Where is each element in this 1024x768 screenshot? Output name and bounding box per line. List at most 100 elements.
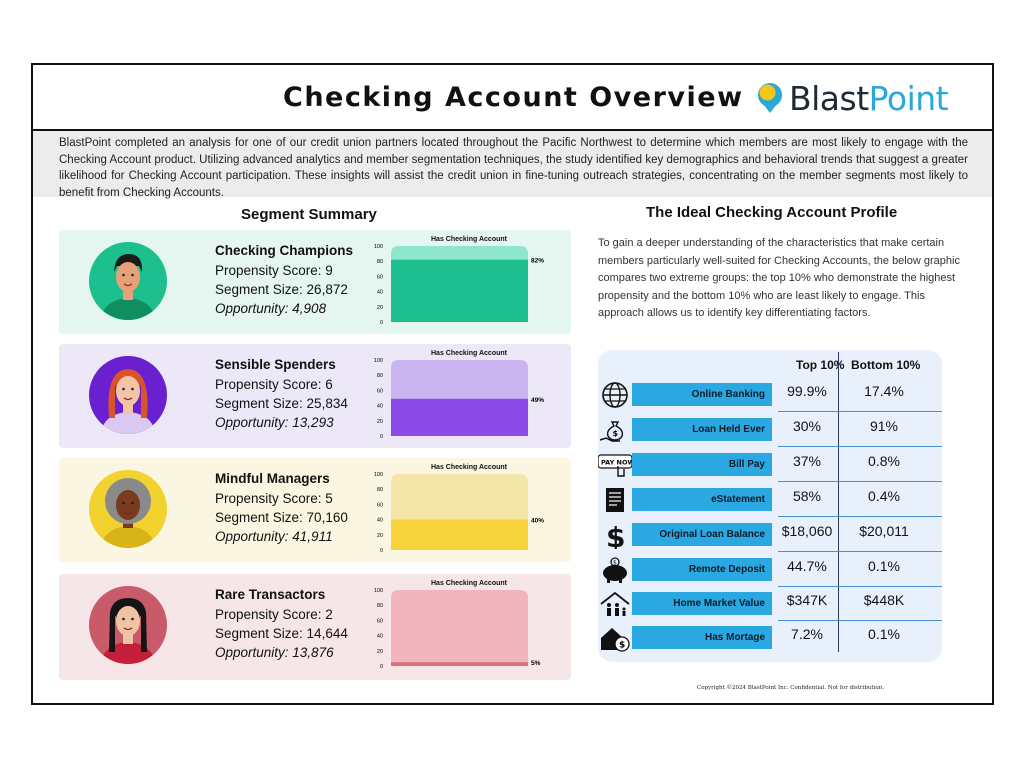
y-tick-label: 20	[377, 419, 383, 425]
intro-paragraph: BlastPoint completed an analysis for one…	[33, 131, 992, 199]
svg-text:$: $	[613, 429, 619, 438]
chart-plot: 0 20 40 60 80 100 40%	[374, 472, 544, 554]
header: Checking Account Overview BlastPoint	[33, 65, 992, 131]
comparison-row: eStatement 58% 0.4%	[598, 482, 942, 517]
comparison-row: Online Banking 99.9% 17.4%	[598, 377, 942, 412]
segment-card: Checking Champions Propensity Score: 9 Seg…	[59, 230, 571, 334]
y-tick-label: 80	[377, 603, 383, 609]
comparison-row: Original Loan Balance $ $18,060 $20,011	[598, 517, 942, 554]
y-tick-label: 0	[380, 434, 383, 440]
piggy-bank-icon: $	[598, 556, 632, 584]
segment-size: Segment Size: 14,644	[215, 626, 348, 641]
row-label: Bill Pay	[616, 453, 772, 476]
person-icon	[89, 242, 167, 320]
propensity-score: Propensity Score: 5	[215, 491, 333, 506]
statement-icon	[598, 486, 632, 514]
chart-data-label: 82%	[531, 258, 544, 265]
comparison-row: Has Mortage $7.2% 0.1%	[598, 620, 942, 655]
segment-name: Mindful Managers	[215, 471, 330, 486]
svg-text:$: $	[613, 560, 617, 567]
top-10-value: 37%	[792, 453, 822, 469]
row-label: Online Banking	[616, 383, 772, 406]
page-title: Checking Account Overview	[283, 82, 744, 113]
chart-bar	[391, 519, 528, 550]
segment-avatar	[89, 470, 167, 548]
y-tick-label: 0	[380, 320, 383, 326]
y-tick-label: 40	[377, 634, 383, 640]
person-icon	[89, 470, 167, 548]
top-10-value: 58%	[792, 488, 822, 504]
column-header-top: Top 10%	[796, 358, 845, 372]
opportunity: Opportunity: 4,908	[215, 301, 327, 316]
row-label: Home Market Value	[616, 592, 772, 615]
chart-data-label: 49%	[531, 397, 544, 404]
home-family-icon	[598, 590, 632, 618]
row-divider	[778, 446, 942, 447]
row-divider	[778, 516, 942, 517]
copyright-notice: Copyright ©2024 BlastPoint Inc. Confiden…	[697, 685, 884, 691]
has-checking-chart: Has Checking Account 0 20 40 60 80 100 82%	[369, 236, 569, 330]
segment-name: Sensible Spenders	[215, 357, 336, 372]
pay-now-text: PAY NOW	[601, 459, 632, 467]
chart-bar	[391, 398, 528, 436]
segment-card: Rare Transactors Propensity Score: 2 Segme…	[59, 574, 571, 680]
row-divider	[778, 551, 942, 552]
chart-title: Has Checking Account	[431, 580, 507, 587]
column-divider	[838, 352, 839, 652]
y-tick-label: 0	[380, 548, 383, 554]
top-10-value: $18,060	[781, 523, 833, 539]
y-tick-label: 100	[374, 358, 383, 364]
pay-now-icon: PAY NOW	[597, 451, 635, 479]
chart-plot: 0 20 40 60 80 100 82%	[374, 244, 544, 326]
y-tick-label: 60	[377, 502, 383, 508]
y-tick-label: 20	[377, 649, 383, 655]
person-icon	[89, 356, 167, 434]
chart-title: Has Checking Account	[431, 464, 507, 471]
row-label: Original Loan Balance	[616, 523, 772, 546]
bottom-10-value: 0.1%	[868, 558, 900, 574]
segment-card: Mindful Managers Propensity Score: 5 Segme…	[59, 458, 571, 562]
y-tick-label: 60	[377, 274, 383, 280]
bottom-10-value: 0.4%	[868, 488, 900, 504]
ideal-profile-heading: The Ideal Checking Account Profile	[646, 204, 898, 221]
row-divider	[778, 411, 942, 412]
chart-bar-track	[391, 590, 528, 666]
bottom-10-value: 91%	[869, 418, 899, 434]
chart-data-label: 40%	[531, 518, 544, 525]
chart-bar	[391, 662, 528, 666]
bottom-10-value: 17.4%	[864, 383, 904, 399]
has-checking-chart: Has Checking Account 0 20 40 60 80 100 49%	[369, 350, 569, 444]
row-label: Has Mortage	[616, 626, 772, 649]
segment-size: Segment Size: 70,160	[215, 510, 348, 525]
row-divider	[778, 481, 942, 482]
logo-text: BlastPoint	[789, 78, 949, 118]
comparison-table: Top 10% Bottom 10% Online Banking 99.9% 17…	[597, 350, 942, 662]
row-label: Loan Held Ever	[616, 418, 772, 441]
y-tick-label: 100	[374, 472, 383, 478]
y-tick-label: 20	[377, 533, 383, 539]
blastpoint-pin-icon	[758, 83, 782, 113]
y-tick-label: 80	[377, 487, 383, 493]
y-tick-label: 40	[377, 404, 383, 410]
logo-text-point: Point	[868, 78, 949, 118]
bottom-10-value: $448K	[863, 592, 905, 608]
top-10-value: 99.9%	[787, 383, 827, 399]
opportunity: Opportunity: 13,293	[215, 415, 334, 430]
has-checking-chart: Has Checking Account 0 20 40 60 80 100 5%	[369, 580, 569, 674]
comparison-row: Bill Pay PAY NOW 37% 0.8%	[597, 447, 942, 482]
segment-name: Checking Champions	[215, 243, 354, 258]
segment-avatar	[89, 356, 167, 434]
y-tick-label: 40	[377, 290, 383, 296]
chart-plot: 0 20 40 60 80 100 5%	[374, 588, 541, 670]
comparison-row: Loan Held Ever $30% 91%	[598, 412, 942, 447]
chart-bar	[391, 259, 528, 322]
propensity-score: Propensity Score: 2	[215, 607, 333, 622]
row-divider	[778, 620, 942, 621]
bottom-10-value: 0.8%	[868, 453, 900, 469]
propensity-score: Propensity Score: 6	[215, 377, 333, 392]
y-tick-label: 60	[377, 388, 383, 394]
y-tick-label: 100	[374, 244, 383, 250]
svg-text:$: $	[619, 641, 625, 651]
has-checking-chart: Has Checking Account 0 20 40 60 80 100 40%	[369, 464, 569, 558]
chart-title: Has Checking Account	[431, 350, 507, 357]
